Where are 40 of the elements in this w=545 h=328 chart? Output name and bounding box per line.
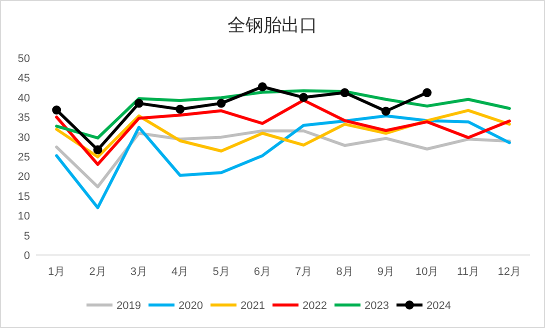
x-tick-label: 11月 (457, 266, 480, 278)
y-tick-label: 10 (18, 210, 30, 223)
x-tick-label: 4月 (172, 266, 189, 278)
legend-label: 2020 (178, 300, 203, 312)
y-tick-label: 5 (24, 230, 30, 242)
point (299, 92, 308, 102)
x-tick-label: 5月 (212, 266, 230, 278)
x-tick-label: 10月 (415, 266, 439, 278)
point (176, 104, 185, 114)
y-tick-label: 25 (18, 152, 30, 164)
legend-label: 2021 (240, 300, 265, 312)
legend-label: 2024 (426, 300, 451, 312)
legend-label: 2022 (302, 300, 327, 312)
y-tick-label: 35 (18, 112, 30, 124)
point (93, 145, 102, 154)
x-tick-label: 12月 (498, 266, 522, 278)
y-tick-label: 15 (18, 190, 30, 203)
x-tick-label: 6月 (254, 266, 271, 278)
y-tick-label: 40 (18, 92, 30, 104)
point (216, 98, 226, 108)
y-tick-label: 0 (24, 250, 30, 262)
point (422, 88, 432, 98)
x-tick-label: 8月 (336, 266, 354, 278)
y-tick-label: 20 (18, 171, 30, 184)
x-tick-label: 3月 (130, 266, 148, 278)
x-tick-label: 2月 (89, 266, 106, 278)
legend-label: 2023 (364, 300, 389, 312)
y-tick-label: 45 (18, 72, 30, 85)
point (52, 106, 62, 115)
point (134, 98, 144, 108)
x-tick-label: 1月 (48, 266, 66, 278)
x-tick-label: 9月 (377, 266, 394, 278)
x-tick-label: 7月 (295, 266, 312, 278)
point (340, 88, 350, 98)
legend-label: 2019 (116, 300, 141, 312)
y-tick-label: 50 (18, 53, 30, 65)
chart-title: 全钢胎出口 (228, 15, 318, 35)
point (258, 82, 267, 92)
y-tick-label: 30 (18, 132, 30, 144)
point (381, 106, 390, 116)
